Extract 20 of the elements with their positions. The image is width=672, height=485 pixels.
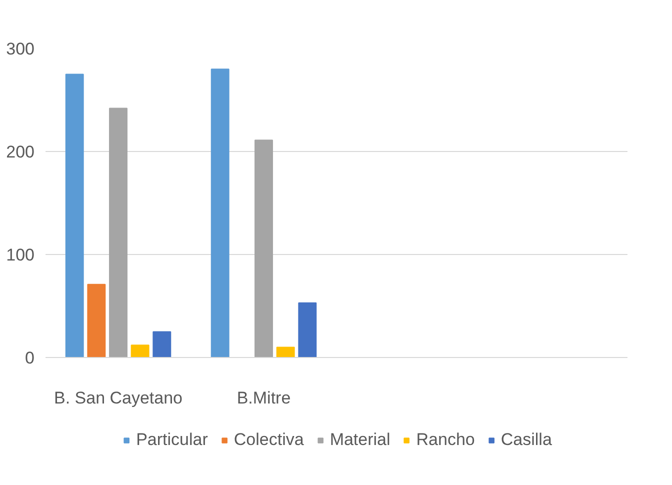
y-tick-label: 0 — [25, 348, 35, 368]
bar — [210, 68, 230, 358]
legend-label: Colectiva — [234, 430, 304, 450]
bar — [65, 74, 84, 358]
bar — [254, 140, 273, 358]
bar — [298, 302, 317, 358]
legend-label: Rancho — [416, 430, 475, 450]
y-tick-label: 300 — [6, 40, 35, 58]
bar — [276, 346, 295, 358]
bar — [87, 284, 106, 358]
legend-label: Casilla — [500, 430, 552, 450]
x-tick-label: B.Mitre — [236, 388, 291, 408]
legend-label: Particular — [136, 430, 208, 450]
legend-label: Material — [330, 430, 390, 450]
y-tick-label: 100 — [6, 246, 35, 264]
bar — [152, 331, 172, 358]
y-tick-label: 200 — [6, 142, 35, 162]
x-tick-label: B. San Cayetano — [54, 388, 183, 408]
bar — [109, 108, 128, 358]
bar — [130, 344, 150, 358]
